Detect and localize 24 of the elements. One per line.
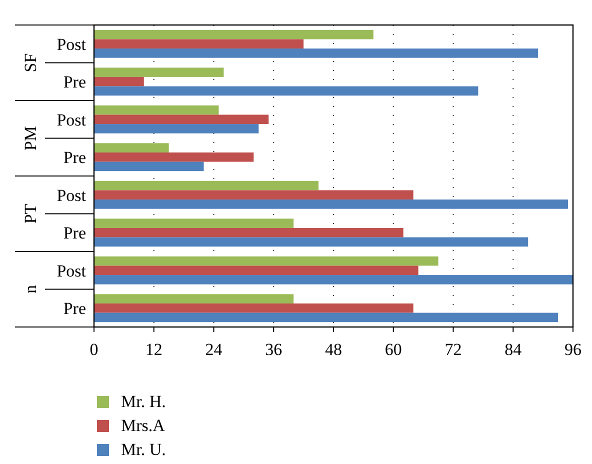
x-tick-label: 24 — [205, 340, 223, 359]
x-tick-label: 60 — [384, 340, 402, 359]
y-tick-label: Post — [56, 110, 86, 130]
x-tick-label: 84 — [504, 340, 522, 359]
x-tick-label: 72 — [444, 340, 462, 359]
text: PT — [21, 203, 40, 224]
x-tick-label: 48 — [325, 340, 342, 359]
text: PM — [21, 126, 40, 151]
y-tick-label: Post — [56, 186, 86, 205]
x-tick-label: 96 — [564, 340, 582, 359]
y-tick-label: Pre — [63, 148, 86, 168]
legend-label: Mr. H. — [121, 392, 166, 411]
y-tick-label: Post — [56, 261, 86, 280]
y-tick-label: Pre — [63, 299, 86, 318]
y-tick-label: Post — [56, 34, 86, 54]
y-tick-label: Pre — [63, 72, 86, 92]
y-tick-label: Pre — [63, 224, 86, 243]
text: SF — [21, 53, 40, 72]
x-tick-label: 12 — [145, 340, 162, 359]
legend-label: Mrs.A — [121, 416, 166, 435]
x-tick-label: 36 — [265, 340, 282, 359]
text: n — [21, 284, 40, 294]
legend-label: Mr. U. — [121, 440, 166, 459]
x-tick-label: 0 — [90, 340, 98, 359]
